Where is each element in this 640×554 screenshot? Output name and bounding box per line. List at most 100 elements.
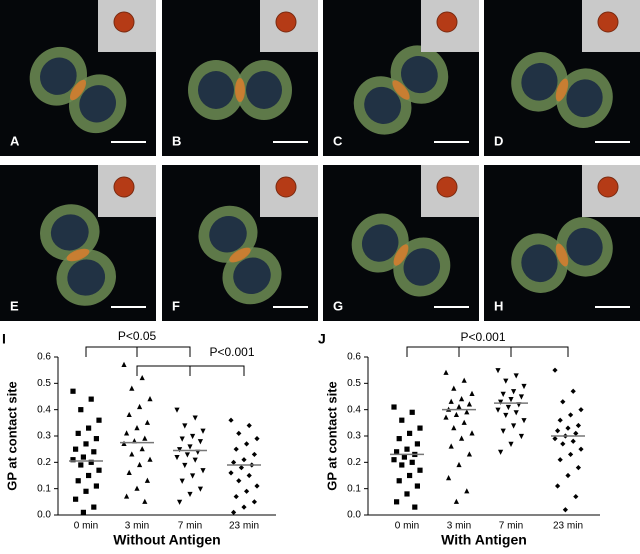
point <box>453 411 459 418</box>
point <box>404 446 410 452</box>
point <box>142 435 148 441</box>
annotation: P<0.001 <box>460 330 505 344</box>
point <box>565 425 571 431</box>
cell-core <box>40 57 77 95</box>
inset-cell <box>113 176 135 198</box>
point <box>508 397 514 403</box>
point <box>552 436 558 442</box>
point <box>174 407 180 413</box>
point <box>147 396 153 402</box>
contact <box>392 80 410 100</box>
point <box>394 449 400 455</box>
point <box>560 399 566 405</box>
point <box>508 441 514 447</box>
point <box>573 493 579 500</box>
point <box>75 478 81 484</box>
point <box>498 399 504 405</box>
panel-label: C <box>333 133 343 148</box>
micrograph: B <box>162 0 318 156</box>
x-tick-label: 0 min <box>395 521 419 532</box>
point <box>70 388 76 394</box>
inset-cell <box>275 11 297 33</box>
point <box>197 486 203 492</box>
panel-label: B <box>172 133 181 148</box>
y-tick-label: 0.2 <box>347 457 361 468</box>
contact <box>229 247 251 263</box>
point <box>521 418 527 424</box>
contact <box>555 243 569 267</box>
point <box>179 478 185 484</box>
point <box>417 425 423 431</box>
x-tick-label: 7 min <box>499 521 523 532</box>
point <box>575 465 581 471</box>
annotation: P<0.001 <box>209 345 254 359</box>
panel-label: F <box>172 298 180 313</box>
point <box>414 483 420 489</box>
point <box>511 423 517 429</box>
cell-core <box>364 86 402 125</box>
point <box>96 467 102 473</box>
point <box>134 425 140 431</box>
y-tick-label: 0.4 <box>347 404 361 415</box>
point <box>557 417 563 423</box>
inset-cell <box>436 176 458 198</box>
point <box>503 378 509 384</box>
y-tick-label: 0.1 <box>347 483 361 494</box>
point <box>192 457 198 463</box>
contact <box>393 244 409 266</box>
x-tick-label: 0 min <box>74 521 98 532</box>
cells <box>40 204 116 306</box>
point <box>78 407 84 413</box>
point <box>456 403 462 410</box>
point <box>233 446 239 452</box>
point <box>396 436 402 442</box>
point <box>139 446 145 452</box>
point <box>91 449 97 455</box>
annotation: P<0.05 <box>118 329 157 343</box>
point <box>241 457 247 463</box>
point <box>78 462 84 468</box>
point <box>86 425 92 431</box>
point <box>391 404 397 410</box>
panel-label: A <box>10 133 20 148</box>
point <box>570 438 576 444</box>
point <box>466 451 472 457</box>
point <box>391 457 397 463</box>
micrograph: E <box>0 165 156 321</box>
point <box>124 430 130 436</box>
point <box>412 504 418 510</box>
cell-core <box>209 215 247 253</box>
point <box>142 498 148 504</box>
point <box>399 417 405 423</box>
inset-cell <box>436 11 458 33</box>
chart-label: I <box>2 331 6 347</box>
point <box>246 422 252 429</box>
point <box>565 472 571 479</box>
point <box>200 428 206 434</box>
point <box>453 498 459 504</box>
cell-core <box>233 257 271 295</box>
cell-core <box>521 62 558 101</box>
y-tick-label: 0.0 <box>347 510 361 521</box>
cell-core <box>403 248 441 286</box>
point <box>459 396 465 402</box>
point <box>562 507 568 513</box>
cell-core <box>566 79 603 118</box>
point <box>560 441 566 447</box>
cell-core <box>67 259 106 296</box>
point <box>575 422 581 429</box>
point <box>513 373 519 379</box>
point <box>190 433 196 440</box>
point <box>70 457 76 463</box>
cell-core <box>198 71 234 109</box>
point <box>179 436 185 442</box>
point <box>251 499 257 505</box>
point <box>126 411 132 418</box>
point <box>555 483 561 489</box>
point <box>228 417 234 423</box>
point <box>251 451 257 458</box>
point <box>466 401 472 407</box>
point <box>88 396 94 402</box>
x-tick-label: 3 min <box>125 521 149 532</box>
